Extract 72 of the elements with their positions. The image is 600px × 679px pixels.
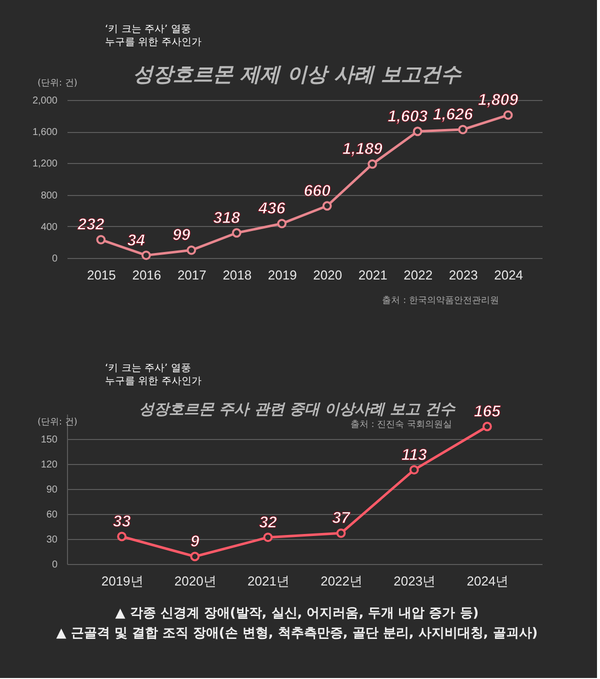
point	[336, 528, 346, 538]
point	[96, 234, 106, 244]
data-label: 34	[127, 232, 146, 250]
data-label: 37	[332, 510, 352, 528]
y-axis-title: (단위: 건)	[38, 418, 78, 428]
y-tick-label: 150	[40, 434, 58, 446]
y-tick-label: 30	[46, 534, 58, 546]
y-tick-label: 60	[46, 510, 58, 520]
data-label: 318	[213, 210, 240, 227]
y-axis-title: (단위: 건)	[38, 78, 78, 88]
x-tick-label: 2020년	[174, 574, 216, 588]
data-label: 1,603	[388, 108, 428, 126]
text: 누구를 위한 주사인가	[105, 376, 202, 387]
x-tick-label: 2022	[404, 268, 433, 282]
data-label: 1,626	[432, 106, 473, 124]
x-tick-label: 2017	[177, 268, 206, 282]
source-note: 출처 : 한국의약품안전관리원	[382, 296, 499, 306]
annotation: 출처 : 진진숙 국회의원실	[350, 420, 452, 430]
point	[263, 532, 273, 542]
data-label: 1,809	[478, 92, 518, 110]
x-tick-label: 2020	[313, 268, 342, 282]
x-tick-label: 2023년	[394, 574, 436, 588]
data-label: 660	[304, 182, 331, 200]
y-tick-label: 400	[40, 222, 58, 233]
y-tick-label: 2,000	[32, 96, 58, 106]
point	[117, 532, 127, 542]
y-tick-label: 0	[52, 560, 58, 570]
chart-title: 성장호르몬 제제 이상 사례 보고건수	[133, 62, 463, 86]
y-tick-label: 800	[40, 190, 58, 202]
x-tick-label: 2016	[132, 268, 162, 282]
point	[277, 218, 287, 228]
data-label: 165	[474, 404, 502, 420]
chart-title: 성장호르몬 주사 관련 중대 이상사례 보고 건수	[138, 400, 456, 418]
y-tick-label: 1,200	[32, 158, 58, 170]
data-label: 9	[190, 534, 200, 550]
x-tick-label: 2022년	[320, 574, 362, 588]
x-tick-label: 2015	[86, 268, 116, 282]
point	[482, 422, 492, 432]
x-tick-label: 2021년	[248, 574, 290, 588]
point	[232, 228, 242, 238]
point	[186, 245, 196, 255]
data-label: 32	[259, 514, 277, 532]
data-label: 1,189	[342, 141, 382, 158]
text: ‘키 크는 주사’ 열풍	[105, 363, 191, 374]
x-tick-label: 2019년	[101, 574, 144, 588]
point	[190, 552, 200, 562]
x-tick-label: 2019	[268, 268, 297, 282]
y-tick-label: 1,600	[32, 127, 58, 138]
data-label: 99	[172, 227, 190, 244]
data-label: 113	[401, 446, 427, 464]
y-tick-label: 90	[46, 484, 58, 496]
data-label: 436	[258, 200, 286, 218]
point	[458, 124, 468, 134]
point	[368, 159, 378, 169]
y-tick-label: 120	[40, 460, 58, 470]
x-tick-label: 2018	[222, 268, 252, 282]
x-tick-label: 2023	[448, 268, 478, 282]
x-tick-label: 2021	[358, 268, 388, 282]
text: ▲ 각종 신경계 장애(발작, 실신, 어지러움, 두개 내압 증가 등)	[115, 606, 479, 621]
y-tick-label: 0	[52, 254, 58, 264]
point	[412, 126, 422, 136]
text: ‘키 크는 주사’ 열풍	[105, 24, 191, 35]
data-label: 232	[76, 216, 104, 234]
data-label: 33	[112, 514, 131, 530]
x-tick-label: 2024	[494, 268, 524, 282]
point	[503, 110, 513, 120]
text: ▲ 근골격 및 결합 조직 장애(손 변형, 척추측만증, 골단 분리, 사지비대칭, 골괴사)	[56, 626, 538, 641]
point	[322, 201, 332, 211]
text: 누구를 위한 주사인가	[105, 37, 202, 48]
point	[141, 250, 151, 260]
x-tick-label: 2024년	[466, 574, 509, 588]
point	[409, 465, 419, 475]
